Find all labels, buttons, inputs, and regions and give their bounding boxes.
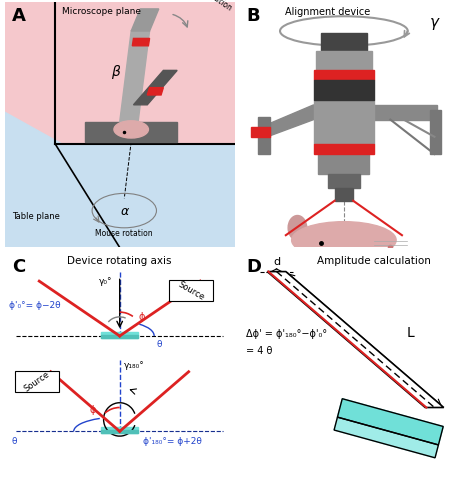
- Bar: [251, 128, 270, 137]
- Bar: [316, 52, 372, 71]
- Text: D: D: [246, 258, 261, 276]
- Text: θ: θ: [156, 339, 162, 348]
- Text: β: β: [110, 65, 119, 79]
- Polygon shape: [334, 417, 438, 458]
- Polygon shape: [267, 272, 444, 408]
- Polygon shape: [147, 88, 164, 96]
- Text: γ: γ: [430, 15, 439, 30]
- Bar: [101, 430, 138, 433]
- Bar: [101, 427, 138, 433]
- Ellipse shape: [292, 222, 396, 259]
- Text: ϕ'₀°= ϕ−2θ: ϕ'₀°= ϕ−2θ: [9, 301, 61, 310]
- Text: L: L: [407, 325, 414, 339]
- Text: α: α: [120, 205, 128, 217]
- Bar: [328, 174, 360, 189]
- Text: γ₀°: γ₀°: [99, 277, 113, 286]
- Text: ϕ'₁₈₀°= ϕ+2θ: ϕ'₁₈₀°= ϕ+2θ: [143, 436, 201, 445]
- Polygon shape: [374, 106, 437, 120]
- Bar: [319, 155, 369, 174]
- Text: Table plane: Table plane: [12, 211, 60, 220]
- Bar: [314, 81, 374, 101]
- Bar: [101, 332, 138, 338]
- Text: ϕ: ϕ: [138, 312, 145, 322]
- Bar: [320, 35, 367, 52]
- Polygon shape: [85, 123, 177, 142]
- Bar: [314, 71, 374, 81]
- Text: Microscope plane: Microscope plane: [62, 8, 141, 17]
- Text: Source: Source: [176, 280, 206, 302]
- Bar: [314, 101, 374, 145]
- Text: A: A: [12, 8, 26, 26]
- Polygon shape: [131, 10, 159, 32]
- Text: Microscope rotation: Microscope rotation: [166, 0, 233, 13]
- Text: Device rotating axis: Device rotating axis: [67, 256, 172, 266]
- Text: θ: θ: [12, 436, 17, 445]
- Text: Amplitude calculation: Amplitude calculation: [317, 256, 431, 266]
- Ellipse shape: [288, 216, 307, 240]
- Bar: [258, 118, 270, 155]
- Text: B: B: [246, 8, 260, 26]
- Bar: [101, 335, 138, 338]
- Polygon shape: [337, 399, 443, 445]
- Bar: [430, 111, 441, 155]
- Polygon shape: [132, 39, 150, 47]
- Ellipse shape: [114, 122, 148, 139]
- Text: Mouse rotation: Mouse rotation: [95, 229, 153, 237]
- Text: Alignment device: Alignment device: [285, 8, 370, 18]
- Polygon shape: [267, 106, 314, 137]
- Polygon shape: [134, 71, 177, 106]
- Text: d: d: [273, 257, 280, 267]
- Text: C: C: [12, 258, 25, 276]
- Text: Source: Source: [22, 369, 51, 393]
- FancyBboxPatch shape: [15, 371, 59, 392]
- Bar: [314, 145, 374, 155]
- Polygon shape: [119, 32, 150, 123]
- Polygon shape: [5, 113, 235, 248]
- Text: = 4 θ: = 4 θ: [246, 345, 273, 355]
- Text: γ₁₈₀°: γ₁₈₀°: [124, 360, 145, 369]
- FancyBboxPatch shape: [169, 281, 213, 302]
- Text: ϕ: ϕ: [90, 404, 96, 414]
- Text: Δϕ' = ϕ'₁₈₀°−ϕ'₀°: Δϕ' = ϕ'₁₈₀°−ϕ'₀°: [246, 328, 328, 338]
- Bar: [335, 189, 353, 201]
